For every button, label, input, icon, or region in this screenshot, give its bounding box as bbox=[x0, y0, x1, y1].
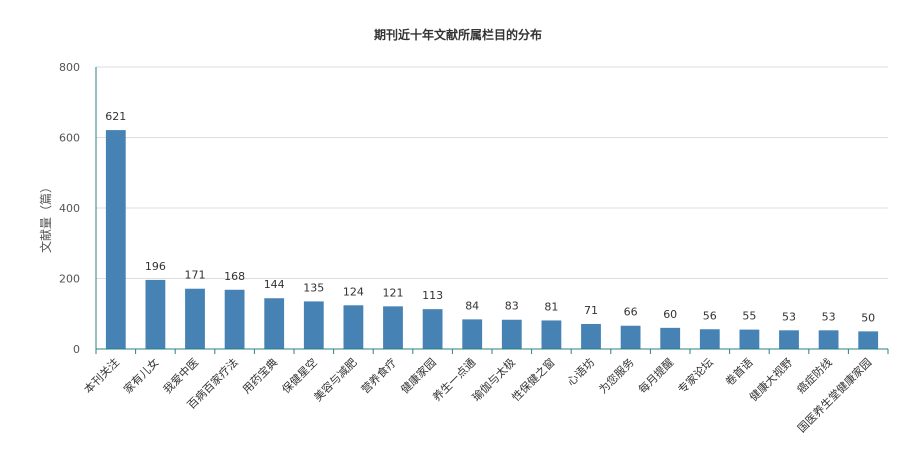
bar-value-label: 66 bbox=[624, 306, 638, 319]
y-tick-label: 800 bbox=[59, 61, 80, 74]
bar-value-label: 56 bbox=[703, 309, 717, 322]
category-label: 健康家园 bbox=[398, 355, 439, 396]
bar bbox=[145, 279, 166, 349]
bar-value-label: 121 bbox=[383, 286, 404, 299]
bar bbox=[501, 319, 522, 349]
category-label: 每月提醒 bbox=[635, 355, 676, 396]
bar-value-label: 53 bbox=[822, 310, 836, 323]
chart-title: 期刊近十年文献所属栏目的分布 bbox=[374, 27, 542, 42]
y-tick-label: 0 bbox=[73, 343, 80, 356]
category-label: 本刊关注 bbox=[81, 355, 122, 396]
category-label: 性保健之窗 bbox=[509, 355, 558, 404]
bar-value-label: 84 bbox=[465, 299, 479, 312]
y-tick-label: 400 bbox=[59, 202, 80, 215]
category-label: 用药宝典 bbox=[239, 355, 280, 396]
category-label: 营养食疗 bbox=[358, 355, 399, 396]
bar bbox=[224, 289, 245, 349]
bar bbox=[739, 329, 760, 349]
axes bbox=[95, 67, 888, 354]
category-label: 国医养生堂健康家园 bbox=[794, 355, 874, 435]
bars bbox=[105, 130, 879, 349]
bar-value-label: 55 bbox=[742, 310, 756, 323]
y-tick-label: 600 bbox=[59, 132, 80, 145]
bar bbox=[105, 130, 126, 349]
bar bbox=[185, 288, 205, 349]
category-label: 为您服务 bbox=[596, 356, 636, 396]
bar-value-label: 621 bbox=[105, 110, 126, 123]
bar-value-label: 196 bbox=[145, 260, 166, 273]
bar-value-label: 168 bbox=[224, 270, 245, 283]
bar bbox=[818, 330, 839, 349]
bar-value-label: 144 bbox=[264, 278, 285, 291]
category-label: 美容与减肥 bbox=[311, 355, 360, 404]
bar bbox=[422, 309, 443, 349]
bar-value-label: 124 bbox=[343, 285, 364, 298]
category-label: 专家论坛 bbox=[675, 355, 716, 396]
bar-value-label: 60 bbox=[663, 308, 677, 321]
bar-value-label: 113 bbox=[422, 289, 443, 302]
category-label: 我爱中医 bbox=[161, 356, 201, 396]
y-tick-label: 200 bbox=[59, 273, 80, 286]
bar-value-label: 81 bbox=[544, 300, 558, 313]
bar-value-label: 171 bbox=[185, 269, 206, 282]
bar bbox=[264, 298, 285, 349]
category-label: 癌症防线 bbox=[794, 355, 835, 396]
bar bbox=[620, 325, 641, 349]
bar bbox=[858, 331, 879, 349]
y-axis-ticks: 0 200 400 600 800 bbox=[59, 61, 80, 356]
category-label: 健康大视野 bbox=[746, 355, 795, 404]
value-labels: 621 196 171 168 144 135 124 121 113 84 83 81 71 66 60 5… bbox=[105, 110, 875, 324]
bar bbox=[462, 319, 483, 349]
bar bbox=[383, 306, 403, 349]
bar-value-label: 83 bbox=[505, 300, 519, 313]
bar bbox=[343, 305, 364, 349]
bar bbox=[303, 301, 324, 349]
gridlines bbox=[96, 66, 888, 279]
bar-value-label: 135 bbox=[303, 281, 324, 294]
bar bbox=[660, 327, 681, 349]
bar bbox=[779, 330, 799, 349]
bar-value-label: 71 bbox=[584, 304, 598, 317]
category-label: 卷首语 bbox=[722, 355, 755, 388]
bar-value-label: 50 bbox=[861, 311, 875, 324]
bar bbox=[699, 329, 720, 349]
bar bbox=[581, 323, 601, 349]
category-label: 保健星空 bbox=[279, 355, 320, 396]
bar-value-label: 53 bbox=[782, 310, 796, 323]
y-axis-label: 文献量（篇） bbox=[38, 181, 53, 253]
category-label: 心语坊 bbox=[564, 355, 597, 388]
bar bbox=[541, 320, 562, 349]
category-label: 家有儿女 bbox=[121, 355, 162, 396]
